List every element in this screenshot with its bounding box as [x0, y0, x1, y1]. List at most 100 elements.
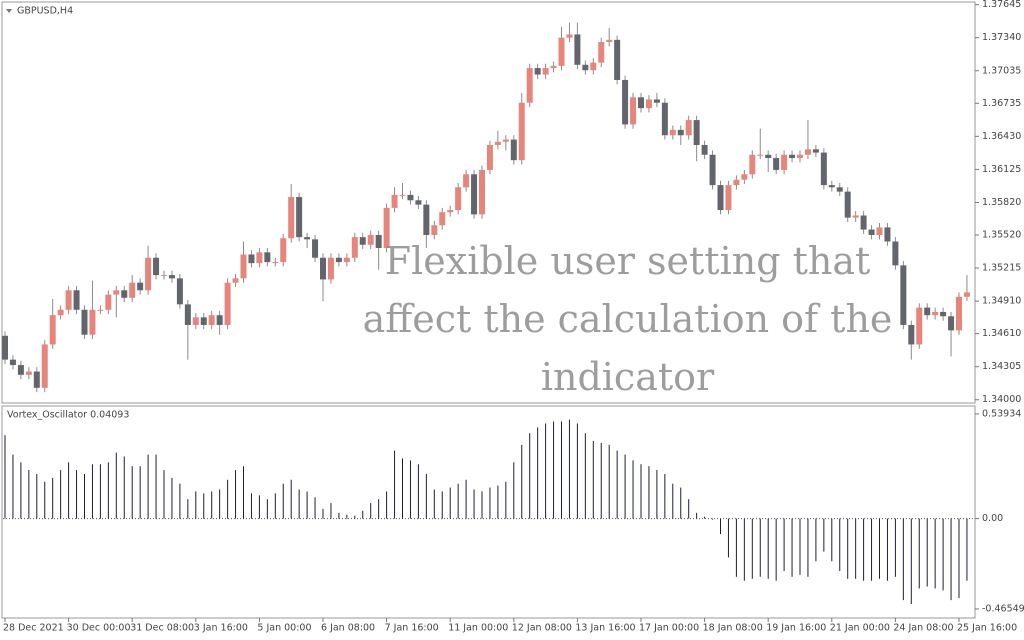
candle-body: [224, 282, 231, 325]
candle-body: [343, 257, 350, 263]
y-tick-label: 1.37035: [982, 65, 1021, 76]
y-tick-label: 1.34305: [982, 361, 1021, 372]
candle-body: [415, 200, 422, 205]
candle-body: [367, 234, 374, 245]
candle-body: [940, 311, 947, 317]
candle-body: [486, 145, 493, 170]
x-tick-label: 5 Jan 00:00: [257, 623, 311, 634]
candle-body: [89, 309, 96, 335]
candle-body: [550, 65, 557, 69]
candle-body: [924, 307, 931, 316]
y-tick-label: 1.35520: [982, 229, 1021, 240]
candle-body: [248, 254, 255, 264]
candle-body: [900, 265, 907, 325]
y-tick-label: 1.36430: [982, 131, 1021, 142]
candle-body: [781, 154, 788, 170]
x-tick-label: 6 Jan 08:00: [321, 623, 375, 634]
candle-body: [33, 371, 40, 388]
candle-body: [351, 237, 358, 258]
candle-body: [574, 34, 581, 65]
candle-body: [638, 97, 644, 109]
candle-body: [73, 290, 80, 310]
candle-body: [264, 252, 271, 263]
candle-body: [916, 307, 923, 345]
candle-body: [81, 309, 88, 335]
candle-body: [709, 154, 716, 186]
candle-body: [494, 141, 501, 146]
y-tick-label: 1.35215: [982, 263, 1021, 274]
candle-body: [153, 257, 160, 276]
candle-body: [542, 68, 549, 75]
candle-body: [614, 39, 621, 80]
candle-body: [582, 64, 589, 71]
x-tick-label: 13 Jan 16:00: [575, 623, 635, 634]
candle-body: [97, 309, 104, 311]
candle-body: [145, 257, 152, 291]
candle-body: [653, 99, 660, 103]
candle-body: [661, 102, 668, 136]
candle-body: [566, 34, 573, 38]
candle-body: [733, 179, 740, 186]
candle-body: [463, 174, 470, 188]
candle-body: [49, 315, 56, 345]
candle-body: [860, 215, 867, 230]
candle-body: [892, 241, 899, 266]
candle-body: [391, 194, 398, 208]
candle-body: [471, 174, 478, 215]
candle-body: [844, 191, 851, 218]
candle-body: [383, 207, 390, 248]
candle-body: [789, 154, 796, 159]
candle-body: [232, 278, 239, 283]
candle-body: [447, 210, 454, 213]
candle-body: [327, 257, 334, 280]
candle-body: [669, 129, 676, 136]
candle-body: [168, 275, 175, 279]
x-tick-label: 19 Jan 16:00: [766, 623, 826, 634]
candle-body: [280, 238, 287, 263]
y-tick-label: -0.46549: [982, 603, 1024, 614]
candle-body: [590, 62, 597, 71]
symbol-menu-icon[interactable]: [6, 9, 12, 13]
x-tick-label: 17 Jan 00:00: [639, 623, 699, 634]
candle-body: [804, 149, 811, 155]
x-tick-label: 24 Jan 08:00: [893, 623, 953, 634]
y-tick-label: 1.34910: [982, 296, 1021, 307]
candle-body: [836, 187, 843, 192]
y-tick-label: 1.37340: [982, 32, 1021, 43]
candle-body: [558, 37, 565, 66]
candle-body: [820, 152, 827, 186]
candle-body: [510, 139, 517, 161]
candle-body: [749, 154, 756, 175]
y-tick-label: 1.36735: [982, 98, 1021, 109]
candle-body: [240, 254, 247, 279]
candle-body: [407, 194, 414, 201]
candle-body: [606, 39, 613, 43]
candle-body: [192, 317, 199, 325]
candle-body: [431, 225, 438, 235]
candle-body: [121, 290, 128, 298]
candle-body: [741, 174, 748, 180]
y-tick-label: 1.35820: [982, 197, 1021, 208]
candle-body: [645, 99, 652, 109]
candle-body: [312, 239, 319, 258]
y-tick-label: 1.34610: [982, 328, 1021, 339]
candle-body: [963, 292, 970, 297]
candle-body: [184, 304, 191, 325]
candle-body: [256, 252, 263, 264]
candle-body: [812, 149, 819, 153]
candle-body: [828, 185, 835, 188]
candle-body: [41, 344, 48, 388]
candle-body: [630, 97, 637, 125]
y-tick-label: 0.53934: [982, 408, 1021, 419]
y-tick-label: 1.36125: [982, 164, 1021, 175]
indicator-label: Vortex_Oscillator 0.04093: [7, 410, 129, 421]
candle-body: [773, 158, 780, 170]
candle-body: [57, 309, 64, 316]
x-tick-label: 7 Jan 16:00: [385, 623, 439, 634]
candle-body: [598, 42, 605, 63]
candle-body: [956, 296, 962, 331]
candle-body: [725, 185, 732, 211]
candle-body: [455, 187, 462, 211]
candle-body: [399, 194, 406, 196]
